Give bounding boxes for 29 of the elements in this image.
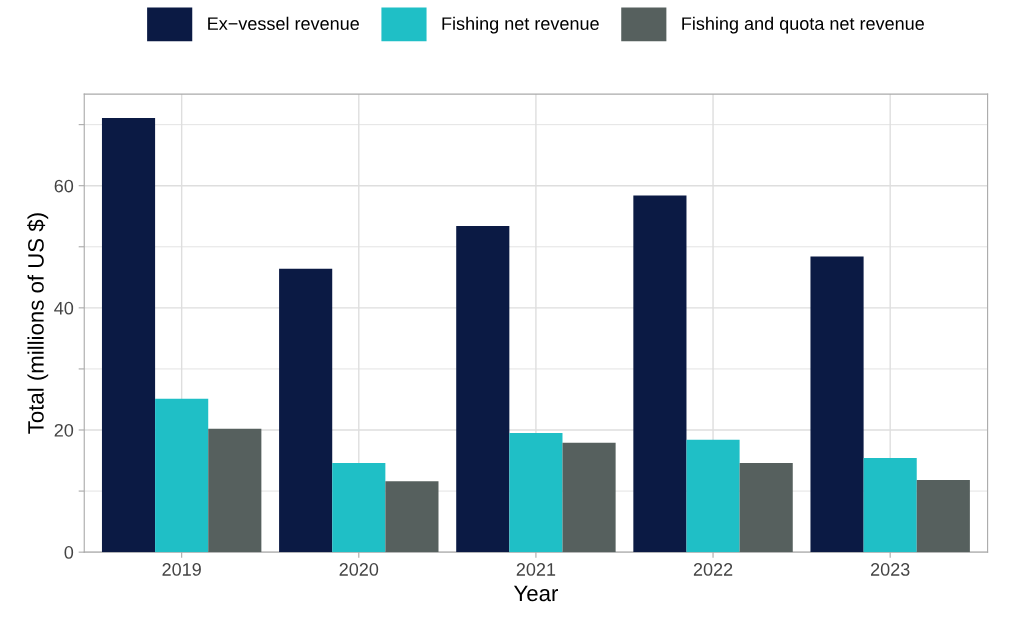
bar [863,458,917,553]
bar [739,462,793,553]
bar [456,226,510,553]
y-tick-label: 20 [54,423,74,437]
bar [155,398,209,553]
bar [208,428,262,553]
bar [509,433,563,553]
bar [810,256,864,553]
bar [633,195,687,553]
bar [279,268,333,553]
x-tick-label: 2021 [516,563,556,576]
x-tick-label: 2019 [162,563,201,576]
y-axis-title: Total (millions of US $) [27,213,49,434]
bar [332,462,386,553]
y-tick-label: 40 [54,301,74,315]
legend-label: Fishing and quota net revenue [682,16,924,34]
bar [385,481,439,553]
bar [562,442,616,553]
y-tick-label: 0 [64,546,74,559]
bar [101,117,156,553]
legend-label: Ex−vessel revenue [208,16,359,30]
legend-label: Fishing net revenue [442,16,599,34]
x-tick-label: 2020 [339,563,379,576]
x-axis-title: Year [513,585,559,602]
bar [686,439,740,553]
bar [916,480,970,553]
y-tick-label: 60 [54,179,74,193]
x-tick-label: 2022 [693,563,733,576]
x-tick-label: 2023 [871,563,910,576]
